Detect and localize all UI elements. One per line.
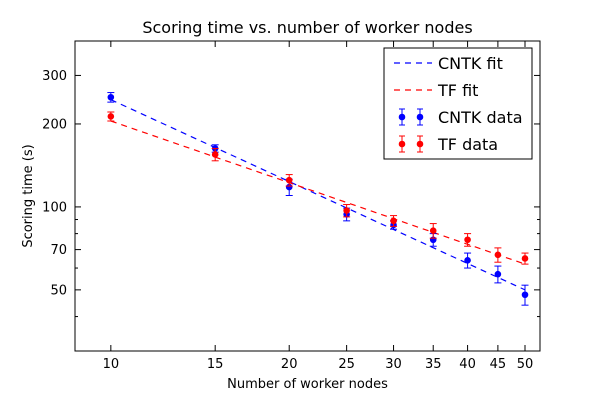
- fit-line: [110, 120, 526, 265]
- x-tick-label: 15: [207, 357, 224, 372]
- legend-item: TF data: [398, 135, 498, 154]
- legend: CNTK fit TF fit CNTK data TF data: [383, 47, 533, 160]
- y-axis-label: Scoring time (s): [21, 144, 36, 247]
- data-point: [107, 113, 115, 120]
- legend-marker: [416, 113, 424, 121]
- legend-label: CNTK data: [438, 108, 523, 127]
- x-tick-label: 50: [517, 357, 534, 372]
- data-point: [494, 251, 502, 259]
- x-tick-label: 25: [338, 357, 355, 372]
- legend-box: [383, 47, 533, 160]
- y-tick-label: 200: [42, 117, 67, 132]
- data-point: [494, 270, 502, 278]
- legend-item: CNTK data: [398, 108, 523, 127]
- data-point: [521, 291, 529, 299]
- data-point: [429, 227, 437, 234]
- x-tick-label: 45: [490, 357, 507, 372]
- x-tick-label: 20: [281, 357, 298, 372]
- data-point: [107, 93, 115, 101]
- x-tick-label: 30: [385, 357, 402, 372]
- x-tick-label: 35: [425, 357, 442, 372]
- legend-item: CNTK fit: [394, 54, 503, 73]
- data-point: [343, 207, 350, 214]
- data-point: [390, 217, 397, 225]
- legend-item: TF fit: [394, 81, 478, 100]
- legend-marker: [416, 140, 424, 148]
- fit-line: [110, 99, 526, 291]
- x-tick-label: 10: [103, 357, 120, 372]
- data-point: [285, 176, 293, 184]
- legend-label: TF data: [437, 135, 498, 154]
- data-point: [211, 151, 219, 158]
- y-tick-label: 300: [42, 69, 67, 84]
- y-tick-label: 70: [50, 243, 67, 258]
- chart-title: Scoring time vs. number of worker nodes: [142, 18, 472, 37]
- y-tick-label: 50: [50, 283, 67, 298]
- x-tick-label: 40: [459, 357, 476, 372]
- data-point: [464, 257, 471, 264]
- plot-frame: [74, 40, 541, 352]
- legend-marker: [398, 140, 406, 148]
- data-point: [521, 255, 529, 262]
- data-point: [464, 236, 471, 244]
- legend-label: TF fit: [437, 81, 478, 100]
- legend-marker: [398, 113, 406, 121]
- legend-label: CNTK fit: [438, 54, 503, 73]
- x-axis-label: Number of worker nodes: [227, 377, 388, 392]
- y-tick-label: 100: [42, 200, 67, 215]
